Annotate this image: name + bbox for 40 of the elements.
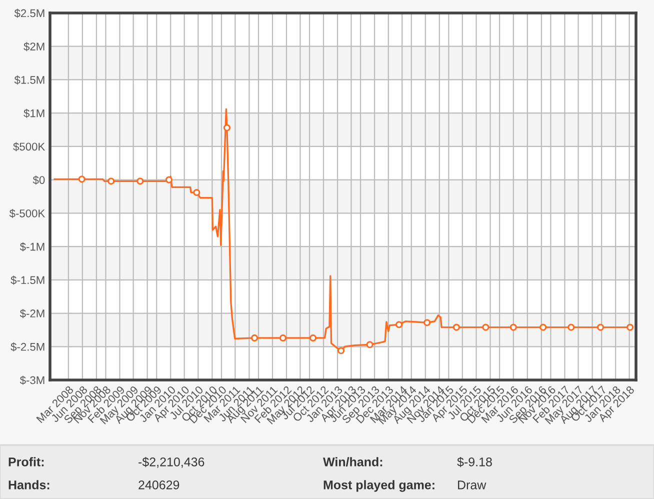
y-tick-label: $1M <box>24 108 44 118</box>
point <box>540 324 547 331</box>
point <box>193 188 200 196</box>
point <box>223 124 230 132</box>
y-tick-label: $0 <box>32 176 45 185</box>
text: Profit: <box>8 457 44 466</box>
point <box>366 341 374 348</box>
point <box>136 178 144 185</box>
y-tick-label: $2M <box>24 42 44 52</box>
point <box>626 324 634 331</box>
y-tick-label: $-1M <box>20 242 44 252</box>
text: Draw <box>458 480 486 490</box>
point <box>309 334 317 342</box>
y-tick-label: $2.5M <box>14 8 44 18</box>
point <box>568 324 575 331</box>
y-tick-label: $500K <box>13 142 46 152</box>
point <box>396 321 403 328</box>
point <box>250 334 258 342</box>
point <box>108 178 115 185</box>
text: Win/hand: <box>323 457 382 466</box>
y-tick-label: $-2M <box>20 309 44 318</box>
point <box>510 324 517 331</box>
text: Most played game: <box>324 480 434 492</box>
text: Hands: <box>8 480 50 490</box>
point <box>424 319 431 326</box>
point <box>482 324 490 331</box>
y-tick-label: $-500K <box>9 208 46 218</box>
y-tick-label: $-3M <box>20 376 44 385</box>
y-tick-label: $-2.5M <box>10 342 44 352</box>
point <box>78 176 86 183</box>
point <box>452 324 460 331</box>
point <box>165 176 172 184</box>
point <box>279 334 287 342</box>
y-tick-label: $1.5M <box>14 76 44 85</box>
point <box>337 347 345 354</box>
text: -$2,210,436 <box>138 456 204 468</box>
text: 240629 <box>138 480 180 490</box>
text: $-9.18 <box>457 456 492 468</box>
point <box>596 324 604 331</box>
y-tick-label: $-1.5M <box>10 276 44 285</box>
